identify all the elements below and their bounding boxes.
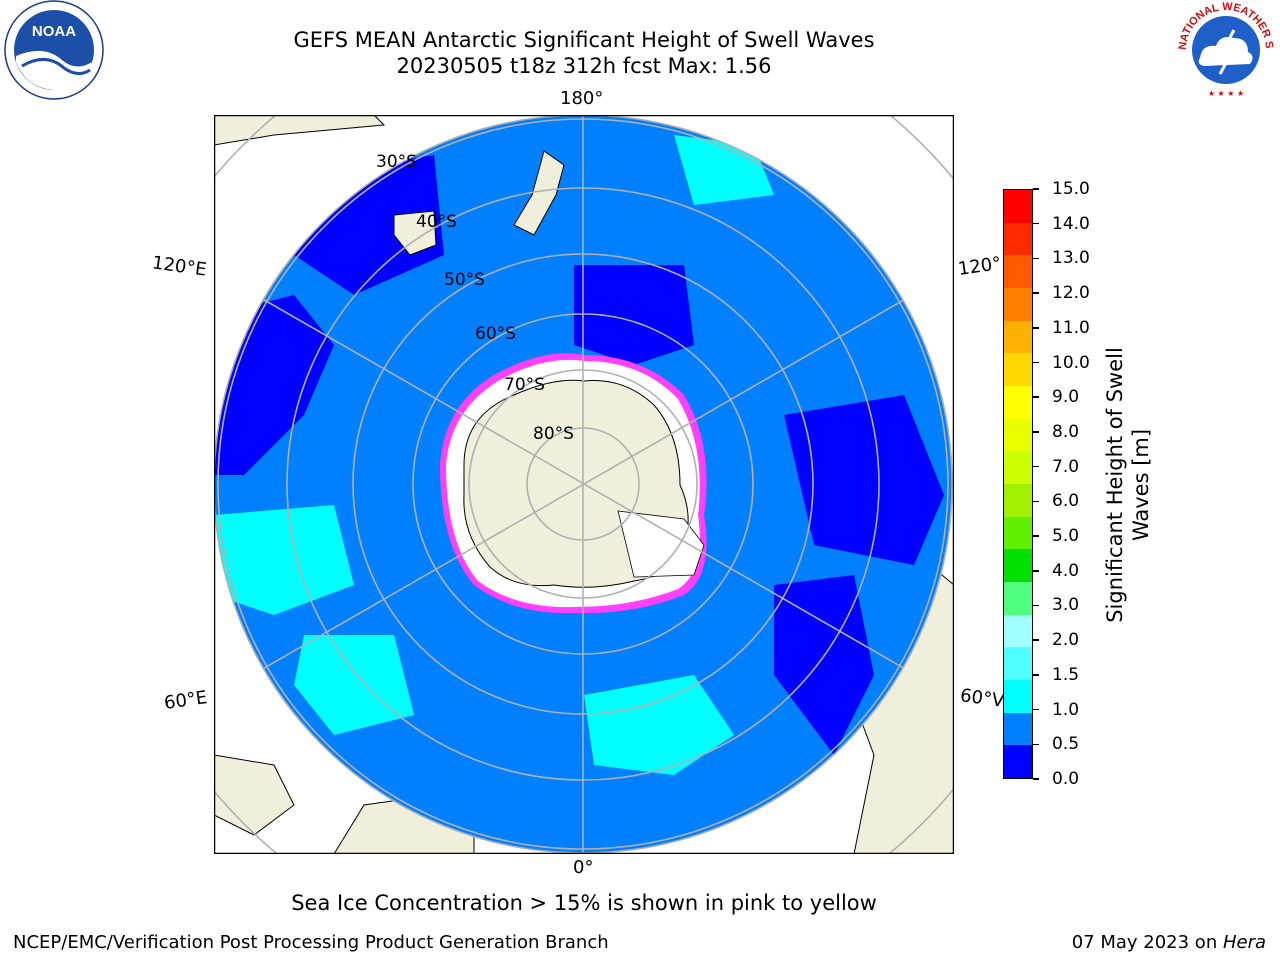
weddell-ice-shelf — [617, 510, 705, 578]
footer-credit: NCEP/EMC/Verification Post Processing Pr… — [13, 932, 609, 953]
colorbar-tick-label: 1.0 — [1052, 699, 1080, 720]
lat-label: 70°S — [504, 375, 545, 395]
colorbar-tick-label: 15.0 — [1052, 179, 1090, 199]
colorbar-segment — [1004, 288, 1032, 321]
lon-label-upper-left: 120°E — [150, 252, 208, 281]
graticule — [214, 115, 952, 853]
colorbar — [1003, 189, 1033, 779]
colorbar-tick-label: 11.0 — [1052, 317, 1090, 338]
colorbar-label: Significant Height of Swell Waves [m] — [1103, 347, 1153, 623]
colorbar-tick-mark — [1033, 222, 1039, 225]
colorbar-segment — [1004, 451, 1032, 485]
svg-text:★ ★ ★ ★: ★ ★ ★ ★ — [1208, 89, 1244, 98]
land-tasmania — [393, 210, 437, 256]
colorbar-tick-mark — [1033, 327, 1039, 329]
colorbar-segment — [1004, 222, 1032, 256]
colorbar-tick-mark — [1033, 292, 1039, 294]
colorbar-segment — [1004, 353, 1032, 387]
colorbar-tick-mark — [1033, 778, 1039, 780]
nws-logo: NATIONAL WEATHER SERVICE ★ ★ ★ ★ — [1172, 0, 1276, 100]
lat-label: 30°S — [376, 152, 417, 172]
high-swell-region — [294, 635, 414, 735]
footer-date: 07 May 2023 on Hera — [1071, 932, 1266, 953]
colorbar-tick-label: 12.0 — [1052, 283, 1090, 304]
colorbar-tick-label: 2.0 — [1052, 630, 1080, 651]
colorbar-segment — [1004, 516, 1032, 550]
lat-label: 40°S — [416, 212, 457, 232]
colorbar-tick-label: 14.0 — [1052, 213, 1090, 234]
low-swell-region — [784, 395, 944, 565]
colorbar-segment — [1004, 484, 1032, 517]
colorbar-tick-mark — [1033, 743, 1039, 746]
colorbar-segment — [1004, 647, 1032, 681]
colorbar-segment — [1004, 418, 1032, 452]
polar-map — [213, 114, 955, 855]
colorbar-tick-label: 5.0 — [1052, 526, 1080, 547]
lat-label: 60°S — [475, 324, 516, 344]
colorbar-segment — [1004, 386, 1032, 419]
colorbar-segment — [1004, 320, 1032, 354]
land-new-zealand — [513, 150, 565, 236]
high-swell-region — [584, 675, 734, 775]
colorbar-tick-label: 4.0 — [1052, 560, 1080, 581]
colorbar-tick-mark — [1033, 188, 1039, 190]
colorbar-tick-label: 10.0 — [1052, 352, 1090, 373]
colorbar-tick-label: 3.0 — [1052, 595, 1080, 616]
colorbar-tick-mark — [1033, 674, 1039, 676]
chart-subtitle: 20230505 t18z 312h fcst Max: 1.56 — [396, 54, 772, 78]
lat-label: 50°S — [444, 270, 485, 290]
colorbar-tick-mark — [1033, 535, 1039, 537]
colorbar-tick-label: 8.0 — [1052, 421, 1080, 442]
land-australia-top — [214, 115, 386, 146]
chart-title: GEFS MEAN Antarctic Significant Height o… — [293, 28, 875, 52]
colorbar-segment — [1004, 549, 1032, 583]
colorbar-segment — [1004, 745, 1032, 779]
colorbar-tick-label: 0.0 — [1052, 769, 1080, 789]
colorbar-segment — [1004, 680, 1032, 713]
noaa-logo: NOAA — [4, 0, 104, 100]
lon-label-upper-right: 120° — [956, 253, 1003, 280]
colorbar-tick-mark — [1033, 604, 1039, 607]
colorbar-tick-label: 0.5 — [1052, 734, 1080, 755]
colorbar-segment — [1004, 582, 1032, 615]
high-swell-region — [214, 505, 354, 615]
colorbar-segment — [1004, 712, 1032, 746]
colorbar-tick-mark — [1033, 396, 1039, 398]
colorbar-tick-label: 7.0 — [1052, 456, 1080, 477]
colorbar-segment — [1004, 190, 1032, 223]
colorbar-tick-mark — [1033, 465, 1039, 468]
map-frame — [213, 114, 955, 855]
land-madagascar — [214, 754, 295, 836]
colorbar-tick-label: 6.0 — [1052, 491, 1080, 512]
colorbar-tick-mark — [1033, 431, 1039, 433]
low-swell-region — [574, 265, 694, 365]
colorbar-tick-mark — [1033, 257, 1039, 260]
colorbar-segment — [1004, 614, 1032, 648]
lon-label-top: 180° — [560, 88, 604, 109]
low-swell-region — [774, 575, 874, 755]
colorbar-tick-label: 13.0 — [1052, 248, 1090, 269]
lon-label-lower-right: 60°V — [958, 685, 1006, 712]
colorbar-tick-mark — [1033, 361, 1039, 364]
lat-label: 80°S — [533, 424, 574, 444]
colorbar-segment — [1004, 255, 1032, 289]
sea-ice-note: Sea Ice Concentration > 15% is shown in … — [291, 891, 877, 915]
lon-label-lower-left: 60°E — [162, 687, 209, 714]
colorbar-tick-mark — [1033, 708, 1039, 711]
colorbar-tick-mark — [1033, 639, 1039, 641]
lon-label-bottom: 0° — [573, 857, 594, 878]
colorbar-tick-mark — [1033, 570, 1039, 572]
colorbar-tick-mark — [1033, 500, 1039, 503]
colorbar-tick-label: 1.5 — [1052, 664, 1080, 685]
noaa-logo-text: NOAA — [32, 23, 76, 40]
colorbar-tick-label: 9.0 — [1052, 387, 1080, 408]
